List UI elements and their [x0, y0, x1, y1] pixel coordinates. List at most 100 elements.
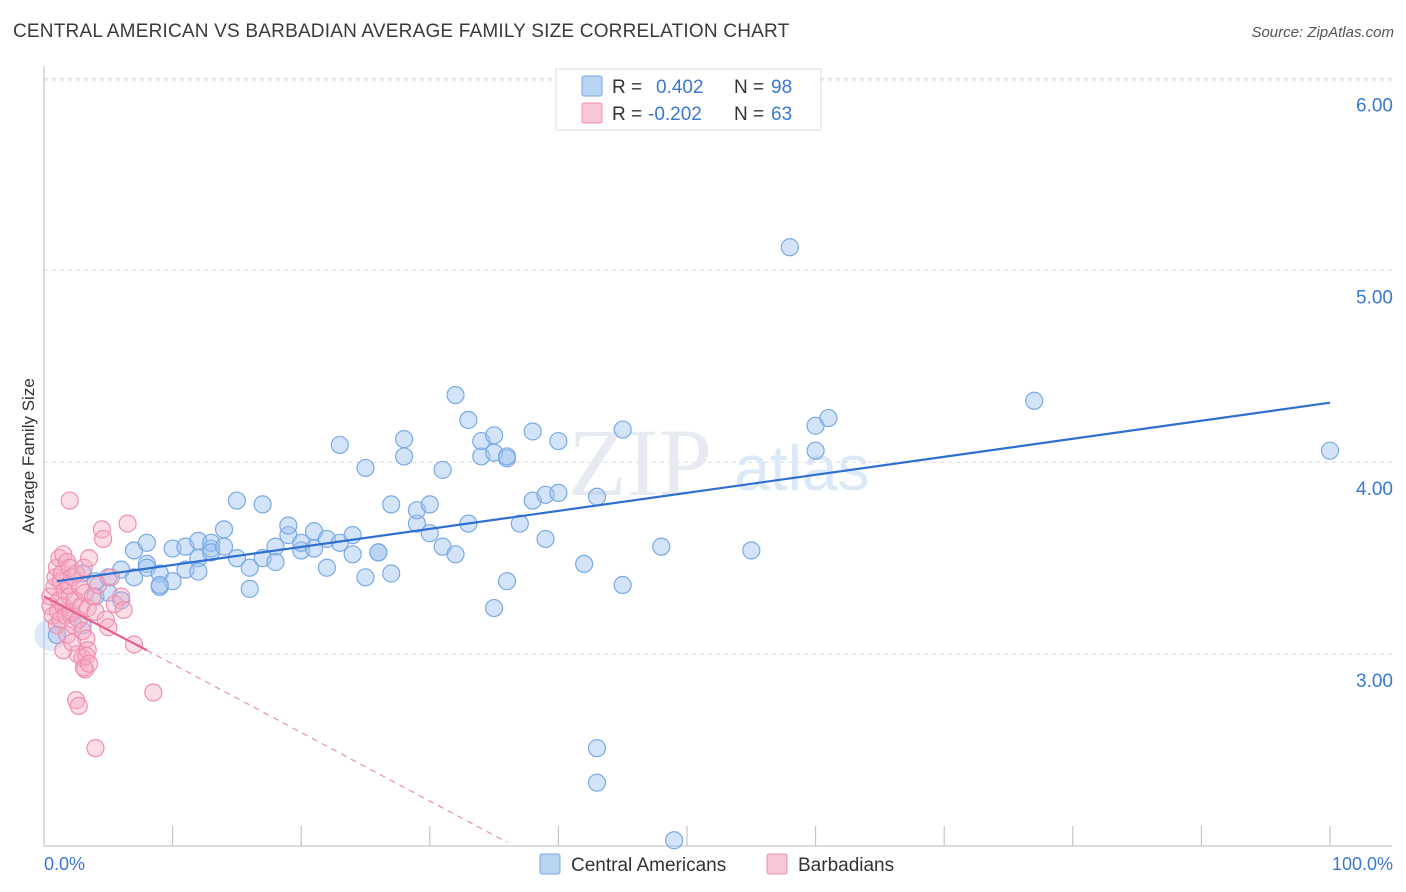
axes-layer — [43, 66, 1392, 847]
legend-n-label-2: N = — [734, 104, 764, 125]
point-central-americans — [266, 552, 285, 572]
point-barbadians — [60, 491, 79, 510]
point-central-americans — [137, 533, 156, 552]
point-central-americans — [613, 420, 632, 439]
point-central-americans — [497, 447, 517, 466]
point-central-americans — [1025, 391, 1044, 410]
point-central-americans — [433, 460, 452, 479]
point-barbadians — [94, 529, 113, 549]
point-central-americans — [214, 520, 234, 539]
point-barbadians — [101, 568, 120, 587]
point-central-americans — [806, 441, 825, 460]
point-central-americans — [446, 545, 465, 564]
point-central-americans — [549, 483, 568, 502]
point-central-americans — [150, 575, 169, 595]
point-central-americans — [382, 564, 401, 583]
legend-swatch-central-americans — [581, 75, 603, 97]
point-central-americans — [523, 422, 542, 441]
point-central-americans — [227, 491, 246, 510]
chart-source: Source: ZipAtlas.com — [1251, 24, 1394, 41]
point-central-americans — [742, 541, 761, 560]
y-tick-label: 6.00 — [1356, 95, 1393, 116]
point-barbadians — [63, 633, 82, 652]
point-barbadians — [92, 520, 111, 539]
trendline-central-americans — [56, 401, 1331, 583]
y-tick-label: 4.00 — [1356, 479, 1393, 500]
point-central-americans — [240, 558, 259, 577]
point-barbadians — [74, 558, 93, 577]
point-central-americans — [665, 831, 684, 850]
point-central-americans — [459, 410, 478, 430]
point-central-americans — [124, 568, 144, 587]
point-central-americans — [536, 529, 555, 549]
points-layer — [34, 238, 1340, 850]
ticks-layer: 3.00 4.00 5.00 6.00 0.0% 100.0% — [44, 95, 1393, 874]
legend-n-value-1: 98 — [771, 77, 792, 98]
point-central-americans — [587, 773, 607, 792]
point-central-americans — [575, 554, 594, 574]
point-barbadians — [144, 683, 163, 702]
legend-swatch-barbadians — [581, 102, 603, 124]
top-legend: R = 0.402 N = 98 R = -0.202 N = 63 — [555, 68, 822, 131]
point-central-americans — [47, 625, 66, 645]
point-central-americans — [407, 514, 427, 533]
point-central-americans — [497, 572, 517, 591]
chart-title: CENTRAL AMERICAN VS BARBADIAN AVERAGE FA… — [13, 21, 790, 42]
legend-n-value-2: 63 — [771, 104, 792, 125]
point-barbadians — [86, 602, 105, 621]
point-central-americans — [780, 238, 799, 257]
point-central-americans — [420, 495, 439, 514]
point-central-americans — [394, 430, 414, 449]
point-central-americans — [356, 458, 375, 478]
point-central-americans — [446, 385, 465, 405]
point-central-americans — [382, 495, 401, 514]
point-barbadians — [79, 654, 99, 673]
legend-n-label-1: N = — [734, 77, 764, 98]
bottom-legend-label-barbadians: Barbadians — [798, 855, 894, 876]
bottom-legend-swatch-barbadians — [766, 853, 788, 875]
point-barbadians — [79, 549, 99, 568]
bottom-legend: Central Americans Barbadians — [539, 853, 894, 876]
y-tick-label: 5.00 — [1356, 287, 1393, 308]
point-central-americans — [214, 537, 234, 556]
watermark-atlas-text: atlas — [734, 432, 869, 504]
point-barbadians — [112, 587, 131, 606]
legend-r-label-2: R = — [612, 104, 642, 125]
point-central-americans — [613, 575, 632, 595]
point-central-americans — [1320, 441, 1340, 460]
x-tick-label-max: 100.0% — [1332, 854, 1393, 874]
x-tick-label-min: 0.0% — [44, 854, 85, 874]
point-central-americans — [394, 447, 414, 466]
point-central-americans — [317, 558, 337, 577]
point-central-americans — [510, 514, 529, 533]
trend-layer — [43, 401, 1331, 843]
point-central-americans — [240, 579, 259, 598]
point-central-americans — [485, 426, 504, 445]
legend-r-label-1: R = — [612, 77, 642, 98]
bottom-legend-label-central-americans: Central Americans — [571, 855, 726, 876]
watermark: ZIP atlas — [568, 409, 870, 516]
trendline-barbadians-extension — [146, 649, 508, 843]
point-barbadians — [78, 641, 97, 660]
point-central-americans — [549, 431, 568, 451]
point-barbadians — [83, 587, 102, 606]
point-central-americans — [343, 545, 362, 564]
legend-r-value-2: -0.202 — [648, 104, 702, 125]
point-central-americans — [587, 487, 607, 506]
point-barbadians — [114, 600, 133, 620]
point-barbadians — [69, 696, 88, 716]
point-central-americans — [652, 537, 671, 556]
point-central-americans — [819, 408, 838, 428]
point-central-americans — [330, 435, 349, 455]
bottom-legend-swatch-central-americans — [539, 853, 561, 875]
point-barbadians — [118, 514, 137, 533]
point-central-americans — [279, 516, 298, 535]
point-central-americans — [189, 562, 208, 581]
legend-r-value-1: 0.402 — [656, 77, 704, 98]
point-central-americans — [356, 568, 375, 587]
point-central-americans — [485, 598, 504, 618]
watermark-zip-text: ZIP — [568, 409, 712, 516]
point-central-americans — [369, 543, 388, 562]
y-tick-label: 3.00 — [1356, 671, 1393, 692]
